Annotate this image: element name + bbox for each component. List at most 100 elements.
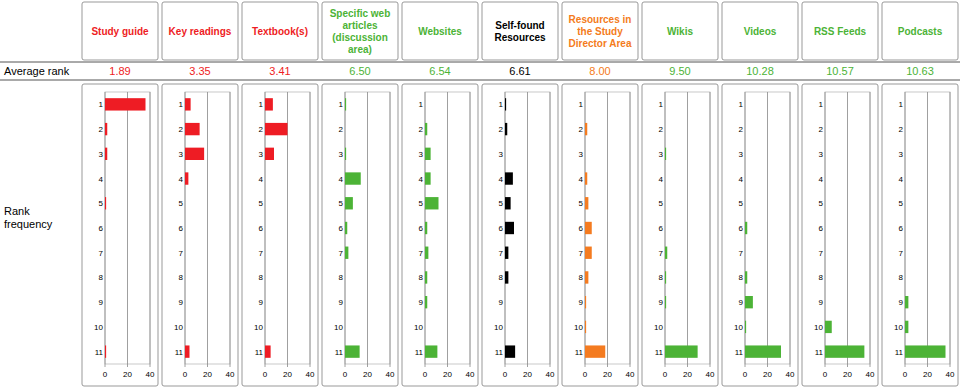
bar xyxy=(105,321,106,333)
category-label: 3 xyxy=(419,150,424,159)
tick-mark xyxy=(345,364,346,367)
category-label: 1 xyxy=(899,100,904,109)
header-box xyxy=(722,2,798,60)
category-label: 1 xyxy=(579,100,584,109)
title-line: Videos xyxy=(744,26,777,37)
tick-label: 40 xyxy=(466,370,475,379)
tick-mark xyxy=(207,364,208,367)
bar xyxy=(505,148,506,160)
category-label: 7 xyxy=(899,249,904,258)
category-label: 2 xyxy=(259,125,264,134)
bars xyxy=(825,321,864,358)
tick-label: 0 xyxy=(823,370,828,379)
category-label: 11 xyxy=(255,348,264,357)
panel-frame xyxy=(882,84,958,386)
header-box xyxy=(482,2,558,60)
category-label: 3 xyxy=(659,150,664,159)
bar xyxy=(665,271,666,283)
bar xyxy=(425,172,431,184)
header-box xyxy=(642,2,718,60)
bar xyxy=(425,222,427,234)
bar xyxy=(585,345,605,357)
category-label: 7 xyxy=(259,249,264,258)
grid-line xyxy=(710,92,711,364)
bar xyxy=(105,247,106,259)
panel: Textbook(s)3.41020401234567891011 xyxy=(242,2,318,386)
tick-label: 0 xyxy=(663,370,668,379)
tick-mark xyxy=(687,364,688,367)
bar xyxy=(505,123,507,135)
category-label: 10 xyxy=(94,323,103,332)
category-label: 1 xyxy=(819,100,824,109)
tick-mark xyxy=(745,364,746,367)
bar xyxy=(185,321,186,333)
category-label: 3 xyxy=(339,150,344,159)
panel: Self-foundResources6.6102040123456789101… xyxy=(482,2,558,386)
bar xyxy=(185,271,186,283)
bar xyxy=(265,345,271,357)
bar xyxy=(745,345,781,357)
bar xyxy=(825,123,826,135)
category-label: 9 xyxy=(499,298,504,307)
category-label: 10 xyxy=(174,323,183,332)
title-line: Resources xyxy=(494,32,546,43)
category-label: 11 xyxy=(575,348,584,357)
bar xyxy=(905,98,906,110)
category-label: 6 xyxy=(259,224,264,233)
panel: RSS Feeds10.57020401234567891011 xyxy=(802,2,878,386)
bar xyxy=(745,123,746,135)
tick-label: 0 xyxy=(423,370,428,379)
figure: Average rankRankfrequencyStudy guide1.89… xyxy=(0,0,960,390)
header-box xyxy=(802,2,878,60)
plot-area xyxy=(585,92,630,364)
category-label: 6 xyxy=(899,224,904,233)
bar xyxy=(345,148,346,160)
grid-line xyxy=(390,92,391,364)
title-line: the Study xyxy=(577,26,623,37)
tick-mark xyxy=(825,364,826,367)
panel: Websites6.54020401234567891011 xyxy=(402,2,478,386)
category-label: 9 xyxy=(819,298,824,307)
category-label: 10 xyxy=(574,323,583,332)
category-label: 7 xyxy=(339,249,344,258)
tick-label: 0 xyxy=(743,370,748,379)
category-label: 4 xyxy=(659,175,664,184)
tick-mark xyxy=(505,364,506,367)
bar xyxy=(905,345,946,357)
category-label: 1 xyxy=(339,100,344,109)
category-label: 11 xyxy=(415,348,424,357)
bars xyxy=(905,296,946,358)
tick-mark xyxy=(870,364,871,367)
bar xyxy=(585,296,586,308)
bar xyxy=(345,271,346,283)
bar xyxy=(825,271,826,283)
category-label: 5 xyxy=(739,199,744,208)
grid-line xyxy=(230,92,231,364)
category-label: 7 xyxy=(99,249,104,258)
tick-mark xyxy=(767,364,768,367)
bar xyxy=(585,98,586,110)
panel-title: Textbook(s) xyxy=(252,26,308,37)
panel-title: Websites xyxy=(418,26,462,37)
average-rank: 10.28 xyxy=(746,65,774,77)
category-label: 6 xyxy=(179,224,184,233)
bar xyxy=(505,98,506,110)
bar xyxy=(105,98,146,110)
bar xyxy=(745,271,747,283)
bar xyxy=(105,148,107,160)
average-rank: 8.00 xyxy=(589,65,610,77)
panel-title: RSS Feeds xyxy=(814,26,867,37)
tick-label: 0 xyxy=(503,370,508,379)
tick-label: 40 xyxy=(306,370,315,379)
bar xyxy=(425,123,427,135)
bar xyxy=(905,247,906,259)
category-label: 4 xyxy=(179,175,184,184)
bar xyxy=(185,345,190,357)
bar xyxy=(745,197,746,209)
grid-line xyxy=(870,92,871,364)
category-label: 5 xyxy=(659,199,664,208)
category-label: 4 xyxy=(819,175,824,184)
panel: Specific webarticles(discussionarea)6.50… xyxy=(322,2,398,386)
bar xyxy=(105,296,106,308)
grid-line xyxy=(367,92,368,364)
